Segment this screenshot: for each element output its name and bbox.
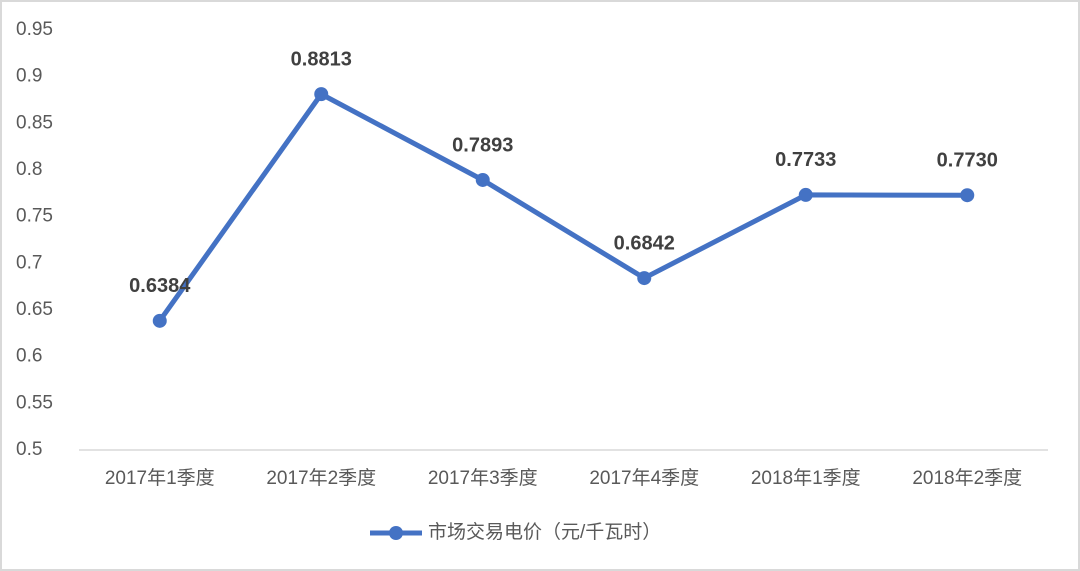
y-tick-label: 0.7 (16, 252, 42, 273)
y-tick-label: 0.65 (16, 299, 53, 320)
legend-marker (389, 526, 403, 540)
x-tick-label: 2018年2季度 (912, 467, 1022, 489)
y-tick-label: 0.75 (16, 206, 53, 227)
y-tick-label: 0.9 (16, 66, 42, 87)
marker (314, 87, 329, 102)
y-tick-label: 0.85 (16, 112, 53, 133)
value-label: 0.6384 (129, 275, 191, 297)
x-tick-label: 2017年4季度 (589, 467, 699, 489)
marker (798, 187, 813, 202)
x-tick-label: 2018年1季度 (751, 467, 861, 489)
value-label: 0.8813 (291, 48, 352, 70)
y-tick-label: 0.6 (16, 346, 42, 367)
value-label: 0.7733 (775, 149, 836, 171)
x-tick-label: 2017年1季度 (105, 467, 215, 489)
y-tick-label: 0.95 (16, 19, 53, 40)
value-label: 0.7893 (452, 134, 513, 156)
x-tick-label: 2017年3季度 (428, 467, 538, 489)
y-tick-label: 0.8 (16, 159, 42, 180)
x-tick-label: 2017年2季度 (266, 467, 376, 489)
value-label: 0.7730 (937, 149, 998, 171)
series-line (157, 91, 968, 323)
marker (960, 188, 975, 203)
marker (152, 313, 167, 328)
y-tick-label: 0.55 (16, 392, 53, 413)
value-label: 0.6842 (614, 232, 675, 254)
y-tick-label: 0.5 (16, 439, 42, 460)
legend-label: 市场交易电价（元/千瓦时） (428, 521, 661, 543)
marker (637, 271, 652, 286)
marker (475, 172, 490, 187)
